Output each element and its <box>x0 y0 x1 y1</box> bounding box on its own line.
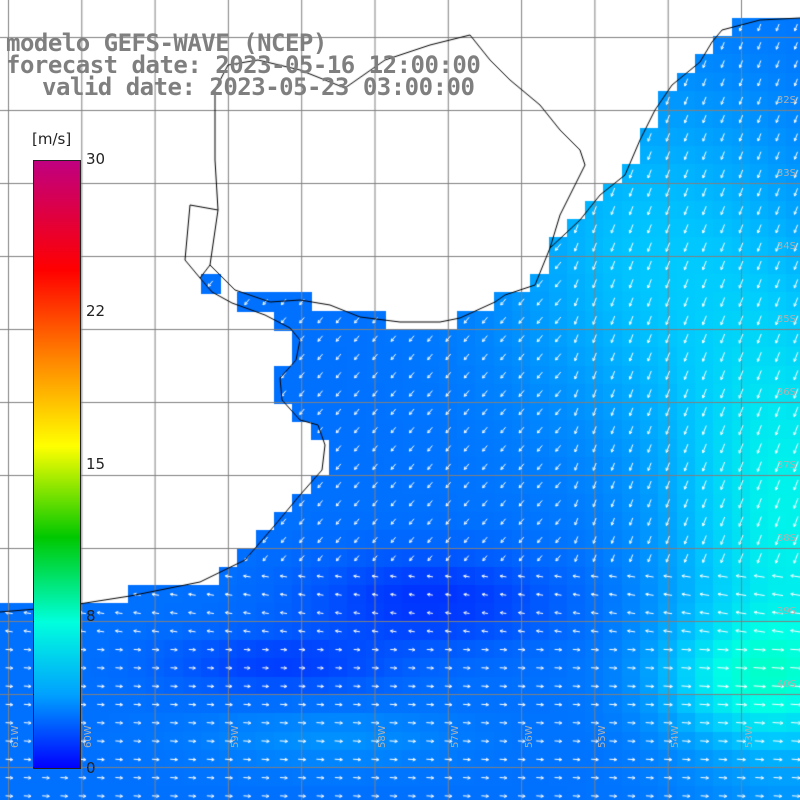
lat-label: 37S <box>776 460 796 471</box>
lat-label: 38S <box>776 533 796 544</box>
lat-label: 34S <box>776 241 796 252</box>
lon-label: 54W <box>670 725 681 748</box>
lat-label: 39S <box>776 606 796 617</box>
lon-label: 58W <box>377 725 388 748</box>
colorbar-tick-22: 22 <box>86 302 106 320</box>
colorbar-tick-30: 30 <box>86 150 106 168</box>
lon-label: 59W <box>230 725 241 748</box>
lat-label: 40S <box>776 679 796 690</box>
lat-label: 36S <box>776 387 796 398</box>
valid-date: valid date: 2023-05-23 03:00:00 <box>42 73 475 101</box>
colorbar-tick-8: 8 <box>86 607 96 625</box>
colorbar-tick-15: 15 <box>86 455 106 473</box>
colorbar-tick-0: 0 <box>86 759 96 777</box>
lat-label: 33S <box>776 168 796 179</box>
colorbar-unit: [m/s] <box>32 130 72 148</box>
lon-label: 53W <box>744 725 755 748</box>
lon-label: 61W <box>10 725 21 748</box>
forecast-date: forecast date: 2023-05-16 12:00:00 <box>6 51 481 79</box>
colorbar <box>33 160 81 769</box>
lon-label: 56W <box>524 725 535 748</box>
model-title: modelo GEFS-WAVE (NCEP) <box>6 29 327 57</box>
lon-label: 57W <box>450 725 461 748</box>
lat-label: 32S <box>776 95 796 106</box>
lon-label: 60W <box>83 725 94 748</box>
lon-label: 55W <box>597 725 608 748</box>
lat-label: 35S <box>776 314 796 325</box>
